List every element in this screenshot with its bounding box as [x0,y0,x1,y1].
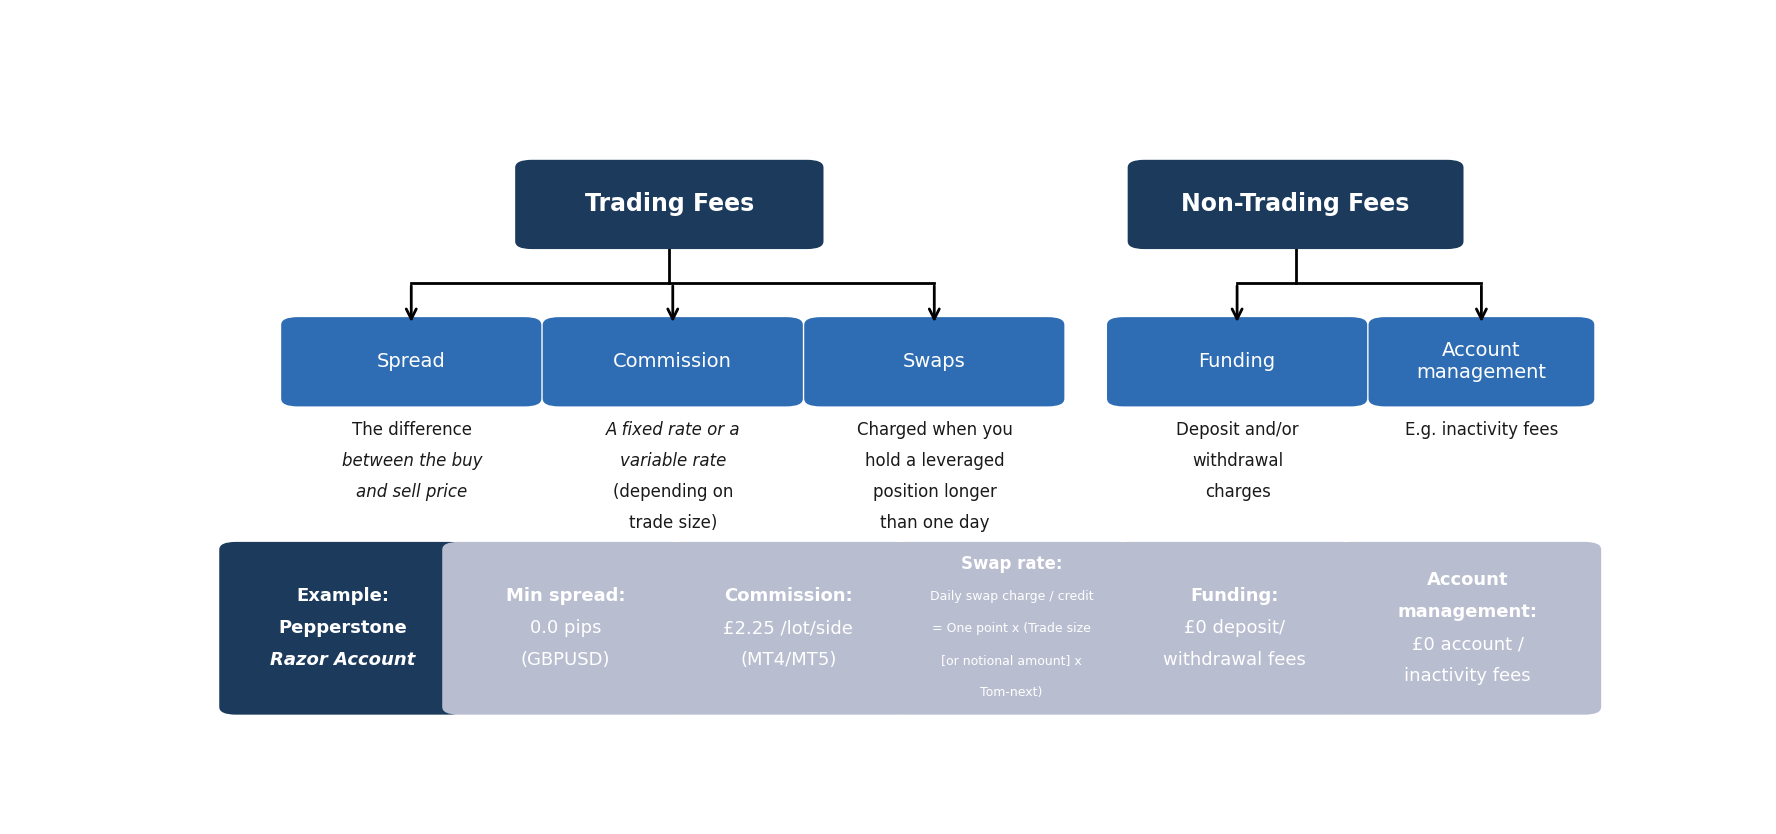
Text: Swaps: Swaps [902,352,966,371]
Text: £2.25 /lot/side: £2.25 /lot/side [723,620,852,637]
Text: Swap rate:: Swap rate: [961,555,1062,573]
Text: [or notional amount] x: [or notional amount] x [941,654,1082,667]
Text: (GBPUSD): (GBPUSD) [520,651,611,670]
Text: withdrawal: withdrawal [1192,452,1284,470]
Text: charges: charges [1204,483,1270,501]
FancyBboxPatch shape [218,542,465,715]
Text: management:: management: [1398,603,1538,621]
Text: Commission: Commission [613,352,732,371]
Text: £0 account /: £0 account / [1412,636,1524,653]
Text: Daily swap charge / credit: Daily swap charge / credit [929,590,1094,603]
FancyBboxPatch shape [1334,542,1602,715]
FancyBboxPatch shape [442,542,689,715]
Text: Tom-next): Tom-next) [980,686,1043,699]
FancyBboxPatch shape [543,317,803,406]
Text: Trading Fees: Trading Fees [584,193,755,217]
Text: Non-Trading Fees: Non-Trading Fees [1181,193,1410,217]
Text: Funding: Funding [1199,352,1275,371]
Text: (depending on: (depending on [613,483,733,501]
Text: variable rate: variable rate [620,452,726,470]
Text: trade size): trade size) [629,514,718,531]
FancyBboxPatch shape [666,542,911,715]
Text: £0 deposit/: £0 deposit/ [1185,620,1284,637]
FancyBboxPatch shape [1128,160,1463,249]
FancyBboxPatch shape [805,317,1064,406]
Text: = One point x (Trade size: = One point x (Trade size [932,622,1090,635]
Text: Pepperstone: Pepperstone [279,620,407,637]
Text: between the buy: between the buy [341,452,483,470]
FancyBboxPatch shape [888,542,1135,715]
Text: Razor Account: Razor Account [270,651,416,670]
Text: E.g. inactivity fees: E.g. inactivity fees [1405,421,1558,440]
Text: position longer: position longer [874,483,996,501]
Text: inactivity fees: inactivity fees [1405,667,1531,686]
Text: than one day: than one day [881,514,989,531]
Text: Funding:: Funding: [1190,587,1279,605]
FancyBboxPatch shape [1106,317,1368,406]
Text: A fixed rate or a: A fixed rate or a [606,421,741,440]
FancyBboxPatch shape [281,317,542,406]
Text: Commission:: Commission: [725,587,852,605]
Text: (MT4/MT5): (MT4/MT5) [741,651,836,670]
FancyBboxPatch shape [1369,317,1595,406]
FancyBboxPatch shape [515,160,824,249]
Text: Charged when you: Charged when you [858,421,1012,440]
Text: Spread: Spread [377,352,446,371]
Text: Deposit and/or: Deposit and/or [1176,421,1298,440]
Text: The difference: The difference [352,421,472,440]
Text: Min spread:: Min spread: [506,587,625,605]
Text: Account
management: Account management [1417,341,1547,382]
Text: hold a leveraged: hold a leveraged [865,452,1005,470]
Text: and sell price: and sell price [357,483,467,501]
Text: Example:: Example: [297,587,389,605]
Text: 0.0 pips: 0.0 pips [529,620,600,637]
Text: Account: Account [1426,571,1508,589]
Text: withdrawal fees: withdrawal fees [1163,651,1305,670]
FancyBboxPatch shape [1112,542,1357,715]
